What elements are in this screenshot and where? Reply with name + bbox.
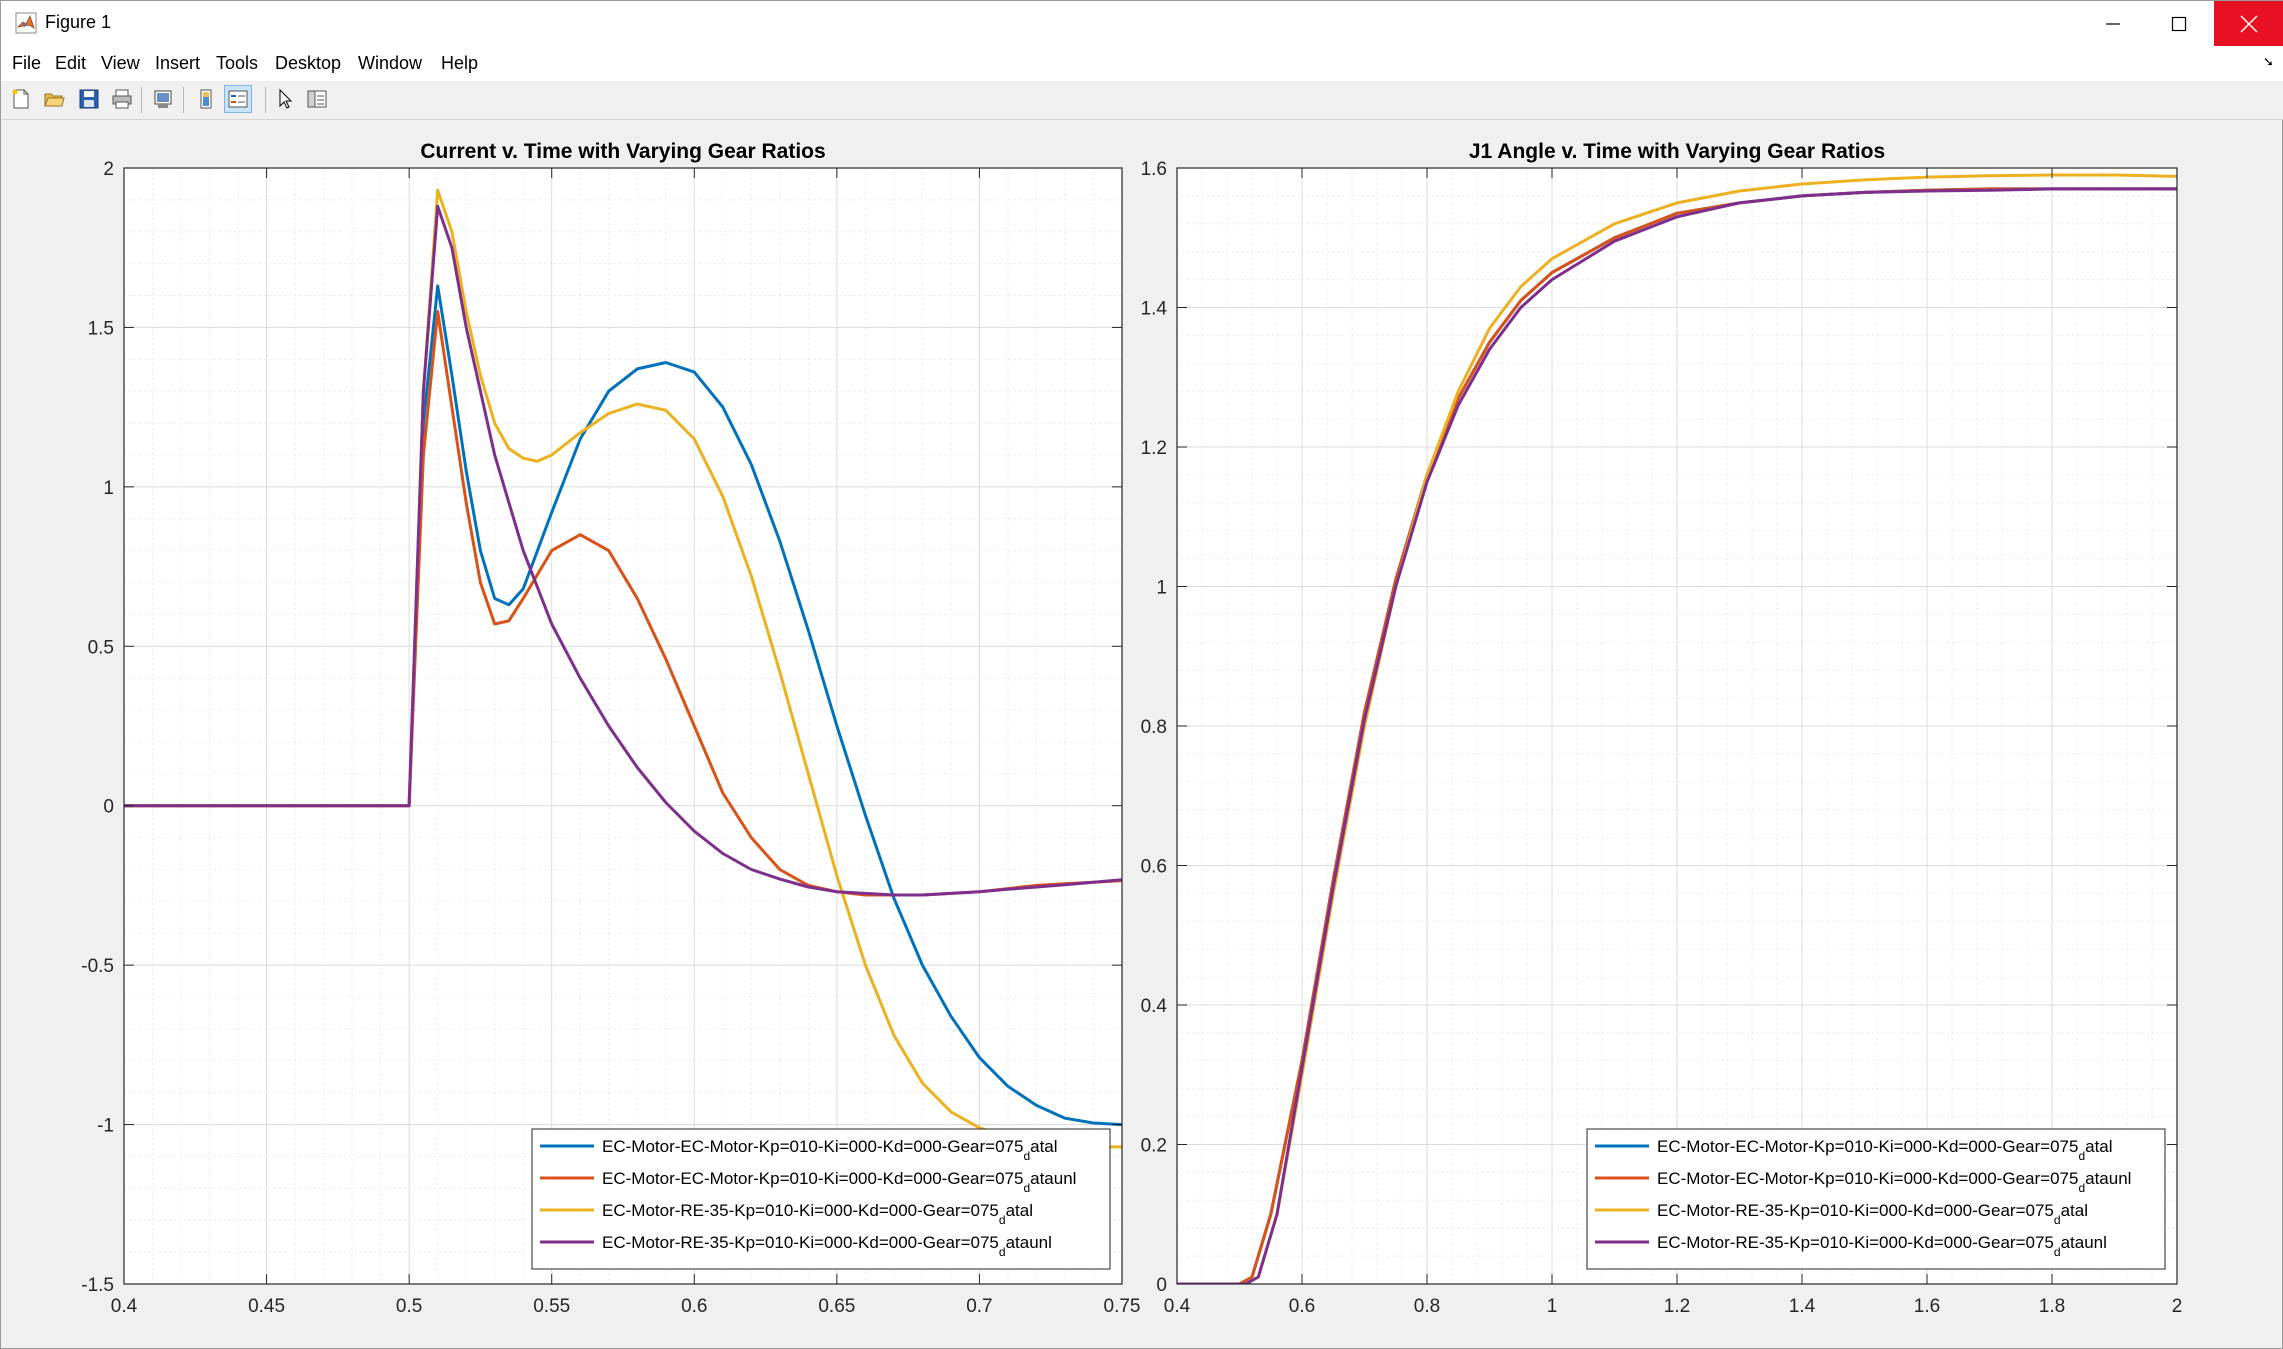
y-tick-label: 0.4 bbox=[1141, 996, 1168, 1017]
new-figure-icon[interactable] bbox=[7, 85, 35, 113]
x-tick-label: 0.45 bbox=[248, 1296, 285, 1317]
chart-title: J1 Angle v. Time with Varying Gear Ratio… bbox=[1469, 140, 1885, 163]
maximize-icon bbox=[2171, 16, 2187, 31]
menu-insert[interactable]: Insert bbox=[155, 53, 201, 73]
y-tick-label: -1 bbox=[97, 1116, 114, 1137]
x-tick-label: 1.6 bbox=[1914, 1296, 1940, 1317]
menu-bar: File Edit View Insert Tools Desktop Wind… bbox=[1, 46, 2283, 81]
minimize-button[interactable] bbox=[2078, 1, 2148, 46]
x-tick-label: 0.5 bbox=[396, 1296, 422, 1317]
legend-box[interactable] bbox=[1586, 1128, 2166, 1270]
x-tick-label: 1 bbox=[1547, 1296, 1558, 1317]
menu-file[interactable]: File bbox=[12, 53, 42, 73]
chart-title: Current v. Time with Varying Gear Ratios bbox=[420, 140, 825, 163]
close-button[interactable] bbox=[2214, 1, 2283, 46]
x-tick-label: 0.8 bbox=[1414, 1296, 1440, 1317]
x-tick-label: 0.7 bbox=[966, 1296, 992, 1317]
series-line-3 bbox=[124, 188, 1122, 1149]
plot-area[interactable] bbox=[124, 168, 1122, 1284]
y-tick-label: 1.5 bbox=[88, 318, 114, 339]
x-tick-label: 0.4 bbox=[111, 1296, 138, 1317]
toolbar-separator bbox=[265, 87, 266, 113]
chart-panel-2: 0.4 0.6 0.8 1 1.2 1.4 1.6 1.8 2 0 0.2 0.4 0.6 0.8 1 1.2… bbox=[1141, 140, 2183, 1317]
y-tick-label: 0.5 bbox=[88, 637, 114, 658]
x-tick-label: 0.6 bbox=[1289, 1296, 1315, 1317]
x-tick-label: 1.2 bbox=[1664, 1296, 1690, 1317]
legend-label-2: EC-Motor-EC-Motor-Kp=010-Ki=000-Kd=000-G… bbox=[1657, 1169, 2131, 1195]
legend-label-3: EC-Motor-RE-35-Kp=010-Ki=000-Kd=000-Gear… bbox=[1657, 1201, 2088, 1227]
y-tick-label: 1 bbox=[1156, 578, 1167, 599]
toolbar-separator bbox=[141, 87, 142, 113]
series-line-4 bbox=[124, 204, 1122, 897]
plots-svg: 0.4 0.45 0.5 0.55 0.6 0.65 0.7 0.75-1.5-1-0.500… bbox=[81, 140, 2183, 1317]
y-tick-label: 1 bbox=[103, 478, 114, 499]
y-tick-label: 0 bbox=[1156, 1275, 1167, 1296]
series-line-4 bbox=[1177, 187, 2177, 1284]
y-tick-label: -0.5 bbox=[81, 956, 114, 977]
series-line-1 bbox=[124, 284, 1122, 1127]
window-title: Figure 1 bbox=[45, 12, 112, 32]
close-icon bbox=[2240, 14, 2258, 33]
title-bar: Figure 1 bbox=[1, 1, 2283, 46]
legend-label-4: EC-Motor-RE-35-Kp=010-Ki=000-Kd=000-Gear… bbox=[1657, 1233, 2107, 1259]
save-icon[interactable] bbox=[75, 85, 103, 113]
y-tick-label: 1.4 bbox=[1141, 299, 1168, 320]
x-tick-label: 1.4 bbox=[1789, 1296, 1816, 1317]
colorbar-icon[interactable] bbox=[192, 85, 220, 113]
matlab-logo-icon bbox=[15, 12, 37, 34]
menu-desktop[interactable]: Desktop bbox=[275, 53, 342, 73]
toolbar-separator bbox=[183, 87, 184, 113]
y-tick-label: 0 bbox=[103, 797, 114, 818]
chart-panel-1: 0.4 0.45 0.5 0.55 0.6 0.65 0.7 0.75 -1.5 -1 -0.5 0 0… bbox=[81, 140, 1140, 1317]
dock-arrow-icon[interactable]: ➘ bbox=[2263, 54, 2274, 69]
minimize-icon bbox=[2106, 22, 2120, 25]
legend-label-4: EC-Motor-RE-35-Kp=010-Ki=000-Kd=000-Gear… bbox=[602, 1233, 1052, 1259]
figure-canvas: 0.4 0.45 0.5 0.55 0.6 0.65 0.7 0.75 -1.5 -1 -0.5 0 0… bbox=[4, 120, 2281, 1347]
legend-label-1: EC-Motor-EC-Motor-Kp=010-Ki=000-Kd=000-G… bbox=[1657, 1137, 2113, 1163]
legend-box[interactable] bbox=[531, 1128, 1111, 1270]
x-tick-label: 0.65 bbox=[818, 1296, 855, 1317]
y-tick-label: 1.6 bbox=[1141, 159, 1167, 180]
menu-view[interactable]: View bbox=[101, 53, 140, 73]
menu-tools[interactable]: Tools bbox=[216, 53, 259, 73]
x-tick-label: 0.4 bbox=[1164, 1296, 1191, 1317]
y-tick-label: 0.6 bbox=[1141, 857, 1167, 878]
x-tick-label: 0.6 bbox=[681, 1296, 707, 1317]
axes-box bbox=[123, 167, 1123, 1285]
legend[interactable]: EC-Motor-EC-Motor-Kp=010-Ki=000-Kd=000-G… bbox=[1586, 1128, 2166, 1270]
legend-label-1: EC-Motor-EC-Motor-Kp=010-Ki=000-Kd=000-G… bbox=[602, 1137, 1058, 1163]
open-file-icon[interactable] bbox=[40, 85, 68, 113]
menu-help[interactable]: Help bbox=[441, 53, 479, 73]
property-inspector-icon[interactable] bbox=[303, 85, 331, 113]
legend[interactable]: EC-Motor-EC-Motor-Kp=010-Ki=000-Kd=000-G… bbox=[531, 1128, 1111, 1270]
x-tick-label: 1.8 bbox=[2039, 1296, 2065, 1317]
x-tick-label: 2 bbox=[2172, 1296, 2183, 1317]
y-tick-label: 0.8 bbox=[1141, 717, 1167, 738]
y-tick-label: 2 bbox=[103, 159, 114, 180]
menu-edit[interactable]: Edit bbox=[55, 53, 87, 73]
legend-label-2: EC-Motor-EC-Motor-Kp=010-Ki=000-Kd=000-G… bbox=[602, 1169, 1076, 1195]
print-preview-icon[interactable] bbox=[149, 85, 177, 113]
x-tick-label: 0.75 bbox=[1104, 1296, 1141, 1317]
y-tick-label: 0.2 bbox=[1141, 1136, 1167, 1157]
menu-window[interactable]: Window bbox=[358, 53, 423, 73]
legend-icon[interactable] bbox=[224, 85, 252, 113]
print-icon[interactable] bbox=[108, 85, 136, 113]
y-tick-label: -1.5 bbox=[81, 1275, 114, 1296]
toolbar bbox=[1, 81, 2283, 120]
maximize-button[interactable] bbox=[2144, 1, 2214, 46]
y-tick-label: 1.2 bbox=[1141, 438, 1167, 459]
legend-label-3: EC-Motor-RE-35-Kp=010-Ki=000-Kd=000-Gear… bbox=[602, 1201, 1033, 1227]
x-tick-label: 0.55 bbox=[533, 1296, 570, 1317]
pointer-icon[interactable] bbox=[271, 85, 299, 113]
